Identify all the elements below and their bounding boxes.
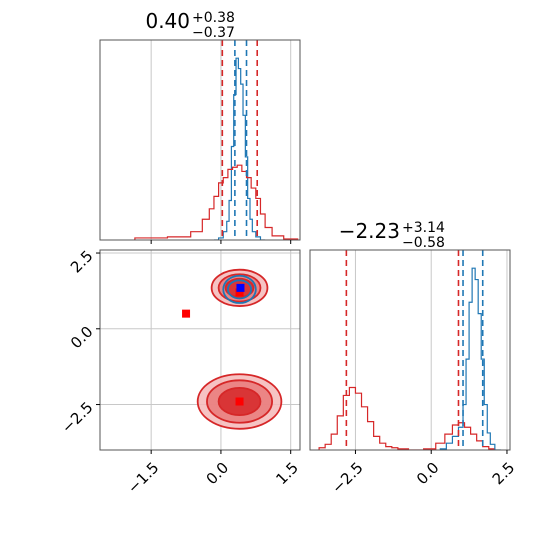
top-left-title-value: 0.40 — [145, 9, 190, 33]
bottom-right-series — [318, 250, 501, 450]
truth-marker-3 — [236, 283, 245, 292]
x-tick-label: 0.0 — [413, 459, 443, 489]
contour-level-2-1 — [227, 279, 253, 300]
top-left-frame — [99, 39, 301, 241]
x-tick-label: 0.0 — [203, 459, 233, 489]
x-tick-label: −1.5 — [124, 459, 162, 497]
hist-series-0 — [318, 386, 496, 450]
x-tick-label: −2.5 — [328, 459, 366, 497]
bottom-right-frame — [309, 249, 511, 451]
hist-series-0 — [213, 57, 266, 240]
top-left-series — [134, 40, 299, 240]
x-tick-label: 1.5 — [272, 459, 302, 489]
truth-marker-2 — [235, 397, 244, 406]
y-tick-label: 2.5 — [67, 247, 97, 277]
truth-marker-0 — [182, 309, 191, 318]
truth-marker-1 — [235, 288, 244, 297]
top-left-title-minus: −0.37 — [192, 25, 235, 41]
x-tick-label: 2.5 — [489, 459, 519, 489]
contour-level-2-0 — [222, 274, 257, 304]
hist-series-1 — [439, 267, 501, 450]
bottom-right-title-minus: −0.58 — [402, 235, 445, 251]
hist-series-1 — [134, 164, 299, 240]
top-left-title-plus: +0.38 — [192, 10, 235, 26]
contour-layers — [182, 268, 283, 430]
y-tick-label: 0.0 — [67, 323, 97, 353]
y-tick-label: −2.5 — [58, 398, 96, 436]
bottom-right-title-plus: +3.14 — [402, 220, 445, 236]
bottom-left-frame — [99, 249, 301, 451]
bottom-right-title-value: −2.23 — [339, 219, 400, 243]
